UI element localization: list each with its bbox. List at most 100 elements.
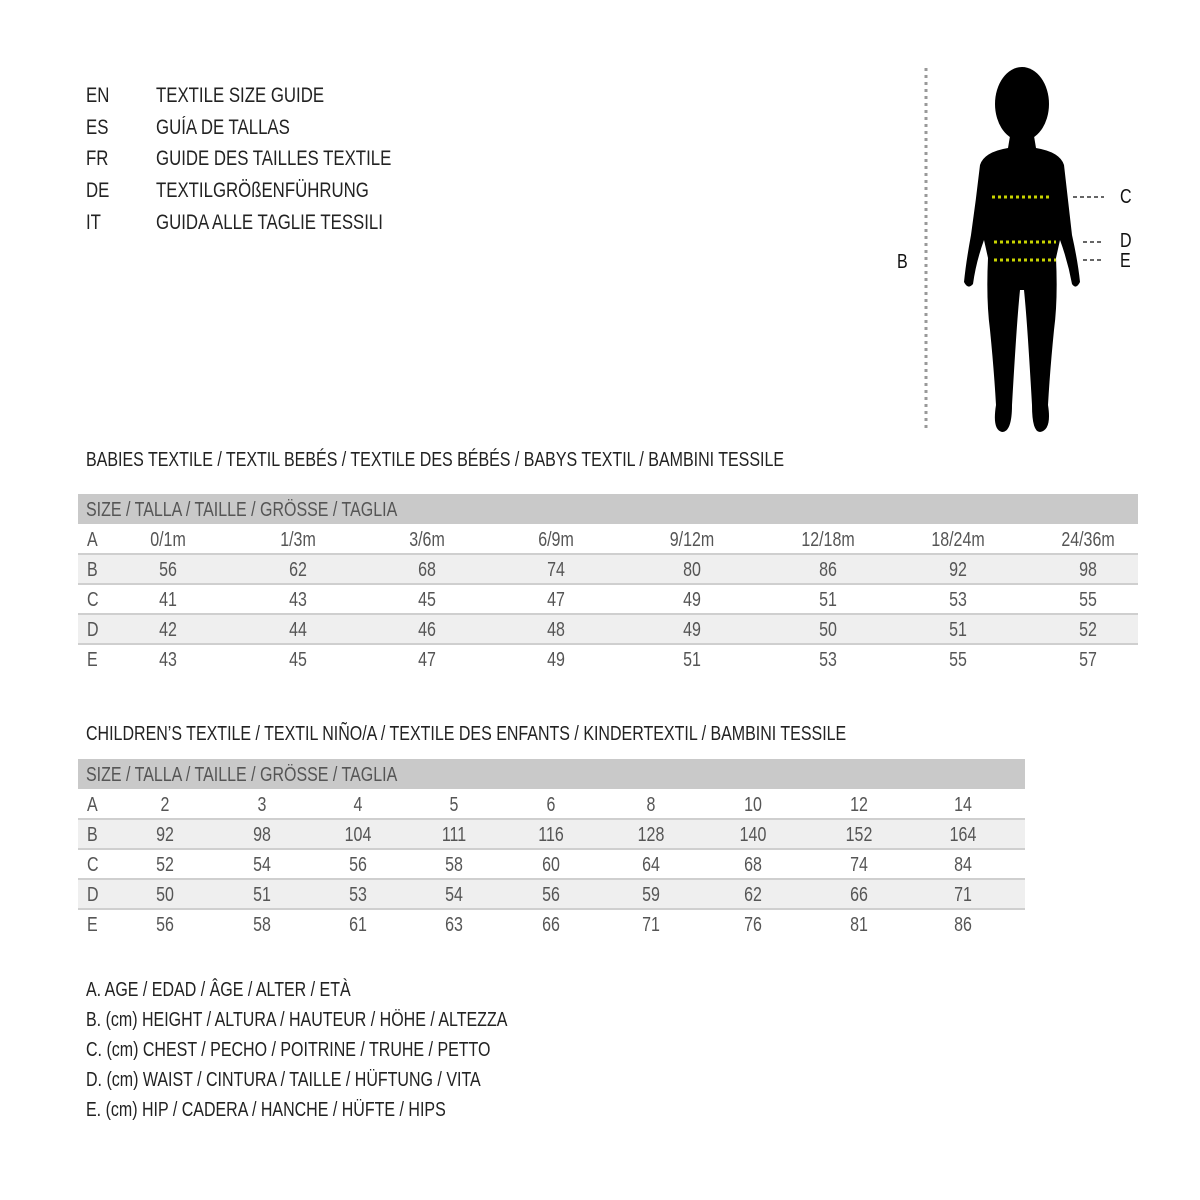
table-cell: 1/3m [280,529,316,551]
table-cell: 52 [1079,619,1097,641]
table-cell: 71 [954,884,972,906]
table-cell: 51 [819,589,837,611]
table-cell: 81 [850,914,868,936]
title-text: GUÍA DE TALLAS [156,116,290,139]
table-cell: 68 [418,559,436,581]
table-header [78,759,1025,789]
table-cell: 56 [349,854,367,876]
table-cell: 59 [642,884,660,906]
table-cell: 6 [546,794,556,816]
table-cell: 68 [744,854,762,876]
label-b: B [897,251,908,273]
silhouette [964,67,1080,432]
label-d: D [1120,230,1132,252]
table-cell: 5 [449,794,459,816]
row-label: B [87,824,98,846]
table-cell: 57 [1079,649,1097,671]
table-header-label: SIZE / TALLA / TAILLE / GRÖSSE / TAGLIA [86,764,398,786]
table-cell: 51 [253,884,271,906]
table-cell: 52 [156,854,174,876]
table-cell: 71 [642,914,660,936]
table-row-d [78,614,1138,644]
title-text: GUIDE DES TAILLES TEXTILE [156,147,392,170]
table-cell: 14 [954,794,972,816]
row-divider [78,613,1138,615]
lang-code: FR [86,147,109,170]
row-divider [78,553,1138,555]
table-cell: 74 [850,854,868,876]
table-cell: 45 [289,649,307,671]
table-cell: 76 [744,914,762,936]
table-cell: 50 [156,884,174,906]
row-label: C [87,589,99,611]
table-cell: 48 [547,619,565,641]
table-cell: 92 [156,824,174,846]
table-cell: 63 [445,914,463,936]
table-cell: 55 [1079,589,1097,611]
table-cell: 53 [949,589,967,611]
lang-code: IT [86,211,101,234]
table-cell: 47 [547,589,565,611]
table-cell: 64 [642,854,660,876]
table-cell: 3/6m [409,529,445,551]
row-divider [78,878,1025,880]
legend-item: E. (cm) HIP / CADERA / HANCHE / HÜFTE / … [86,1099,446,1121]
table-cell: 10 [744,794,762,816]
table-cell: 50 [819,619,837,641]
table-cell: 86 [819,559,837,581]
table-cell: 12/18m [801,529,855,551]
table-cell: 104 [344,824,372,846]
table-cell: 45 [418,589,436,611]
row-divider [78,908,1025,910]
table-row-d [78,879,1025,909]
table-cell: 2 [160,794,170,816]
row-label: C [87,854,99,876]
table-cell: 56 [159,559,177,581]
table-cell: 111 [441,824,467,846]
table-cell: 43 [289,589,307,611]
table-cell: 3 [257,794,267,816]
row-label: D [87,884,99,906]
children-table-title: CHILDREN’S TEXTILE / TEXTIL NIÑO/A / TEX… [86,723,847,745]
table-cell: 18/24m [931,529,985,551]
row-label: E [87,914,98,936]
row-divider [78,848,1025,850]
lang-code: DE [86,179,110,202]
row-label: D [87,619,99,641]
table-cell: 62 [289,559,307,581]
table-cell: 66 [542,914,560,936]
table-cell: 43 [159,649,177,671]
table-cell: 47 [418,649,436,671]
table-row-e [78,644,1138,674]
table-cell: 56 [542,884,560,906]
table-cell: 51 [949,619,967,641]
table-cell: 53 [349,884,367,906]
table-cell: 116 [538,824,564,846]
table-cell: 62 [744,884,762,906]
table-cell: 49 [683,589,701,611]
row-label: A [87,794,98,816]
table-cell: 49 [683,619,701,641]
table-cell: 56 [156,914,174,936]
title-text: GUIDA ALLE TAGLIE TESSILI [156,211,383,234]
table-row-c [78,584,1138,614]
table-cell: 61 [349,914,367,936]
lang-code: ES [86,116,109,139]
table-row-b [78,819,1025,849]
table-cell: 8 [646,794,656,816]
table-cell: 12 [850,794,868,816]
table-cell: 164 [949,824,977,846]
row-label: B [87,559,98,581]
table-cell: 54 [253,854,271,876]
table-cell: 98 [1079,559,1097,581]
lang-code: EN [86,84,110,107]
table-cell: 80 [683,559,701,581]
table-cell: 53 [819,649,837,671]
legend-item: A. AGE / EDAD / ÂGE / ALTER / ETÀ [86,979,351,1001]
table-cell: 58 [445,854,463,876]
table-cell: 42 [159,619,177,641]
table-cell: 84 [954,854,972,876]
table-cell: 41 [159,589,177,611]
table-cell: 92 [949,559,967,581]
row-divider [78,643,1138,645]
